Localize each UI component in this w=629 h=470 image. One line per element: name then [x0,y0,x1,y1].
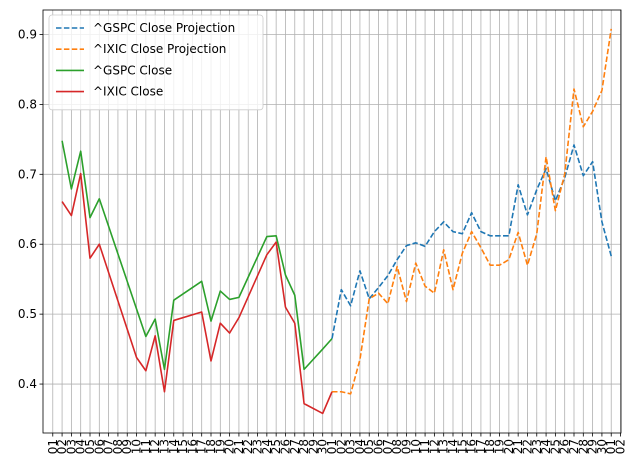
x-tick-label: 15 [455,439,469,454]
x-tick-label: 26 [278,439,292,454]
y-tick-label: 0.5 [18,307,37,321]
x-tick-label: 23 [251,439,265,454]
x-tick-label: 21 [511,439,525,454]
y-tick-label: 0.9 [18,27,37,41]
y-tick-label: 0.8 [18,97,37,111]
legend-label: ^GSPC Close Projection [93,21,235,35]
x-axis: 0102030405060708091011121314151617181920… [46,433,628,454]
x-tick-label: 28 [297,439,311,454]
x-tick-label: 10 [409,439,423,454]
x-tick-label: 01 [325,439,339,454]
x-tick-label: 24 [260,439,274,454]
x-tick-label: 18 [483,439,497,454]
x-tick-label: 03 [344,439,358,454]
legend-label: ^IXIC Close [93,85,163,99]
x-tick-label: 30 [595,439,609,454]
x-tick-label: 22 [241,439,255,454]
x-tick-label: 27 [567,439,581,454]
x-tick-label: 14 [446,439,460,454]
x-tick-label: 29 [586,439,600,454]
x-tick-label: 02 [614,439,628,454]
x-tick-label: 16 [185,439,199,454]
x-tick-label: 07 [102,439,116,454]
x-tick-label: 06 [372,439,386,454]
x-tick-label: 05 [362,439,376,454]
y-tick-label: 0.4 [18,377,37,391]
x-tick-label: 19 [213,439,227,454]
x-tick-label: 06 [92,439,106,454]
x-tick-label: 20 [223,439,237,454]
x-tick-label: 10 [130,439,144,454]
x-tick-label: 11 [418,439,432,454]
x-tick-label: 24 [539,439,553,454]
x-tick-label: 01 [604,439,618,454]
x-tick-label: 14 [167,439,181,454]
x-tick-label: 02 [334,439,348,454]
x-tick-label: 08 [111,439,125,454]
x-tick-label: 02 [55,439,69,454]
x-tick-label: 17 [474,439,488,454]
x-tick-label: 20 [502,439,516,454]
x-tick-label: 28 [576,439,590,454]
x-tick-label: 18 [204,439,218,454]
x-tick-label: 08 [390,439,404,454]
x-tick-label: 07 [381,439,395,454]
x-tick-label: 13 [157,439,171,454]
legend-box [48,14,264,111]
legend-label: ^IXIC Close Projection [93,42,226,56]
x-tick-label: 16 [465,439,479,454]
series-line-ixic-close [61,172,333,415]
x-tick-label: 19 [493,439,507,454]
x-tick-label: 12 [148,439,162,454]
x-tick-label: 23 [530,439,544,454]
x-tick-label: 29 [306,439,320,454]
x-tick-label: 09 [120,439,134,454]
x-tick-label: 11 [139,439,153,454]
x-tick-label: 15 [176,439,190,454]
series-line-gspc-close-projection [331,144,613,339]
x-tick-label: 25 [548,439,562,454]
x-tick-label: 03 [64,439,78,454]
x-tick-label: 26 [558,439,572,454]
series-lines [61,28,613,415]
x-tick-label: 17 [195,439,209,454]
y-tick-label: 0.6 [18,237,37,251]
x-tick-label: 04 [353,439,367,454]
series-line-ixic-close-projection [332,28,613,395]
x-tick-label: 27 [288,439,302,454]
x-tick-label: 13 [437,439,451,454]
y-tick-label: 0.7 [18,167,37,181]
x-tick-label: 22 [520,439,534,454]
x-tick-label: 09 [399,439,413,454]
series-line-gspc-close [61,140,333,371]
x-tick-label: 21 [232,439,246,454]
x-tick-label: 05 [83,439,97,454]
x-tick-label: 04 [74,439,88,454]
x-tick-label: 25 [269,439,283,454]
legend: ^GSPC Close Projection ^IXIC Close Projec… [48,14,264,111]
x-tick-label: 30 [316,439,330,454]
x-tick-label: 01 [46,439,60,454]
y-axis: 0.4 0.5 0.6 0.7 0.8 0.9 [18,27,43,391]
legend-label: ^GSPC Close [93,63,172,77]
x-tick-label: 12 [427,439,441,454]
